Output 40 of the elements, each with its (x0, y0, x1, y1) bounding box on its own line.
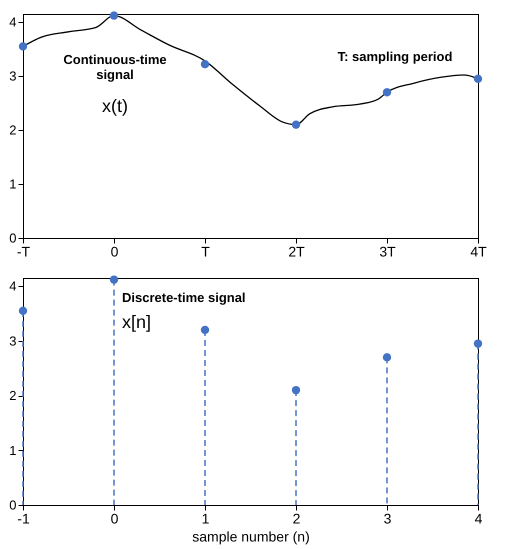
annotation: x(t) (102, 96, 128, 116)
y-tick-label: 0 (9, 498, 16, 512)
x-tick-label: -T (16, 244, 31, 260)
point (200, 326, 210, 334)
x-tick-label: 3T (379, 244, 396, 260)
point (292, 386, 300, 394)
x-tick-label: 3 (384, 510, 392, 526)
point (382, 88, 392, 96)
x-tick-label: -1 (17, 510, 30, 526)
y-tick-label: 1 (9, 176, 16, 192)
x-tick-label: 4 (474, 510, 483, 526)
y-tick-label: 3 (9, 68, 16, 84)
y-tick-label: 4 (9, 278, 16, 294)
y-tick-label: 2 (9, 388, 16, 404)
y-tick-label: 3 (9, 333, 16, 348)
point (292, 120, 300, 129)
annotation: Discrete-time signal (122, 290, 246, 305)
point (382, 353, 392, 362)
y-tick-label: 0 (9, 230, 16, 246)
point (200, 60, 210, 68)
point (110, 275, 118, 284)
x-tick-label: 0 (110, 510, 119, 526)
x-tick-label: 0 (110, 244, 119, 260)
annotation: Continuous-time signal (63, 52, 167, 82)
point (474, 339, 482, 348)
x-tick-label: 4T (470, 244, 488, 260)
x-tick-label: T (201, 244, 210, 260)
annotation: x[n] (122, 312, 152, 332)
point (110, 11, 118, 20)
x-tick-label: 2 (292, 510, 301, 526)
point (18, 42, 28, 51)
y-tick-label: 1 (9, 442, 16, 458)
annotation: T: sampling period (338, 49, 452, 64)
point (474, 74, 482, 83)
point (18, 306, 28, 315)
x-axis-title: sample number (n) (192, 528, 310, 544)
y-tick-label: 2 (9, 122, 16, 138)
y-tick-label: 4 (9, 14, 16, 30)
x-tick-label: 2T (288, 244, 306, 260)
x-tick-label: 1 (202, 510, 210, 526)
